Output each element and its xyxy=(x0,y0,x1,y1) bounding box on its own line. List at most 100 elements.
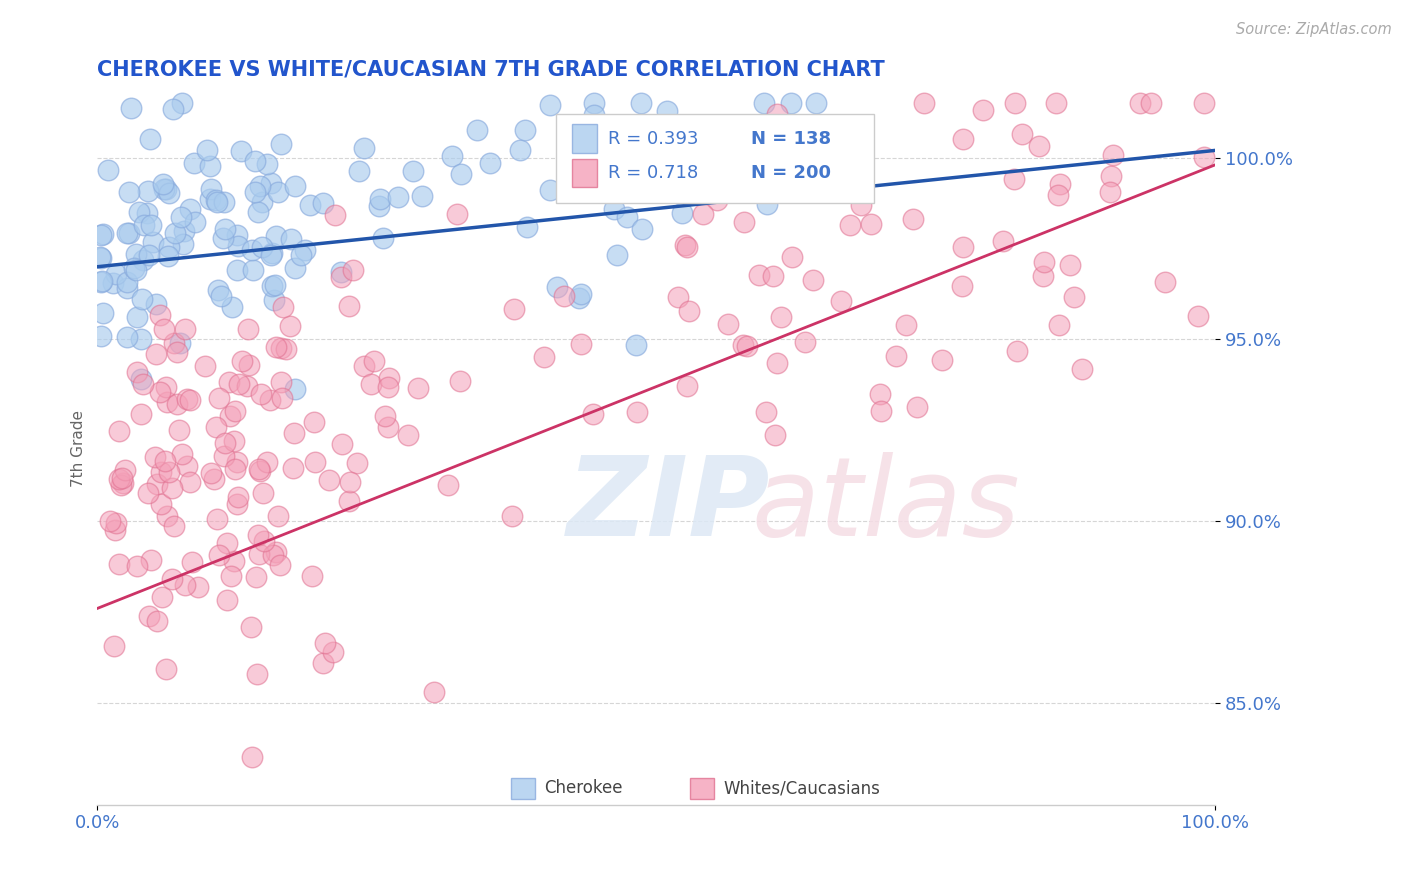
Point xyxy=(131,372,153,386)
Point xyxy=(200,159,222,173)
Point xyxy=(402,164,425,178)
Point xyxy=(706,194,728,208)
Point xyxy=(406,380,429,394)
Point xyxy=(138,608,160,623)
Point xyxy=(377,420,399,434)
Point xyxy=(139,553,162,567)
Point xyxy=(446,207,468,221)
Point xyxy=(281,460,304,475)
Point xyxy=(222,554,245,568)
Point xyxy=(117,226,139,240)
Point xyxy=(176,458,198,473)
Point xyxy=(579,161,602,176)
Point xyxy=(884,349,907,363)
Point xyxy=(245,569,267,583)
Point xyxy=(160,572,183,586)
Point xyxy=(671,206,693,220)
Point xyxy=(1140,96,1163,111)
Point xyxy=(249,179,271,194)
Text: Source: ZipAtlas.com: Source: ZipAtlas.com xyxy=(1236,22,1392,37)
Point xyxy=(172,236,194,251)
Text: atlas: atlas xyxy=(751,452,1019,559)
Point xyxy=(1102,147,1125,161)
Point xyxy=(515,123,537,137)
Point xyxy=(145,615,167,629)
Point xyxy=(120,101,142,115)
Point xyxy=(516,220,538,235)
Point xyxy=(150,591,173,605)
Point xyxy=(546,280,568,294)
Point xyxy=(323,208,346,222)
Point xyxy=(676,240,699,254)
Point xyxy=(859,218,882,232)
Point xyxy=(103,639,125,653)
Point xyxy=(353,141,375,155)
Point xyxy=(214,435,236,450)
Point xyxy=(752,96,775,111)
Point xyxy=(152,321,174,335)
Point xyxy=(163,518,186,533)
Point xyxy=(219,569,242,583)
Point xyxy=(256,455,278,469)
Point xyxy=(217,593,239,607)
Point xyxy=(332,437,354,451)
Point xyxy=(479,155,502,169)
Point xyxy=(142,235,165,250)
Point xyxy=(533,350,555,364)
Point xyxy=(1011,127,1033,141)
Point xyxy=(136,485,159,500)
Point xyxy=(449,374,471,388)
FancyBboxPatch shape xyxy=(555,113,875,202)
Point xyxy=(1098,186,1121,200)
Point xyxy=(780,250,803,264)
Point xyxy=(166,397,188,411)
Point xyxy=(337,299,360,313)
Point xyxy=(735,339,758,353)
Point xyxy=(253,534,276,549)
Point xyxy=(387,189,409,203)
Point xyxy=(172,96,194,111)
Point xyxy=(160,481,183,495)
Point xyxy=(104,267,127,281)
Point xyxy=(396,428,419,442)
Point xyxy=(218,376,240,390)
Text: N = 200: N = 200 xyxy=(751,164,831,182)
Point xyxy=(93,227,115,241)
Point xyxy=(270,375,292,389)
Point xyxy=(569,287,592,301)
Point xyxy=(228,376,250,391)
Point xyxy=(603,202,626,217)
Point xyxy=(299,198,322,212)
Point xyxy=(90,252,112,266)
Point xyxy=(329,269,352,284)
Point xyxy=(501,509,523,524)
Point xyxy=(214,222,236,236)
Point xyxy=(503,302,526,317)
Point xyxy=(1033,254,1056,268)
Point xyxy=(1007,344,1029,359)
Point xyxy=(208,548,231,562)
Point xyxy=(125,558,148,573)
Point xyxy=(181,555,204,569)
Point xyxy=(271,300,294,314)
Y-axis label: 7th Grade: 7th Grade xyxy=(72,410,86,487)
Point xyxy=(794,334,817,349)
Point xyxy=(166,345,188,359)
Point xyxy=(952,239,974,253)
Point xyxy=(221,301,243,315)
Point xyxy=(125,263,148,277)
Point xyxy=(136,205,159,219)
Point xyxy=(270,341,292,355)
Point xyxy=(209,288,232,302)
Point xyxy=(1049,178,1071,192)
Point xyxy=(169,423,191,437)
Point xyxy=(353,359,375,373)
Point xyxy=(212,194,235,209)
Point xyxy=(163,335,186,350)
Point xyxy=(179,475,201,490)
Point xyxy=(640,120,662,135)
Text: R = 0.718: R = 0.718 xyxy=(607,164,699,182)
Point xyxy=(363,353,385,368)
Point xyxy=(1192,151,1215,165)
Point xyxy=(264,340,287,354)
